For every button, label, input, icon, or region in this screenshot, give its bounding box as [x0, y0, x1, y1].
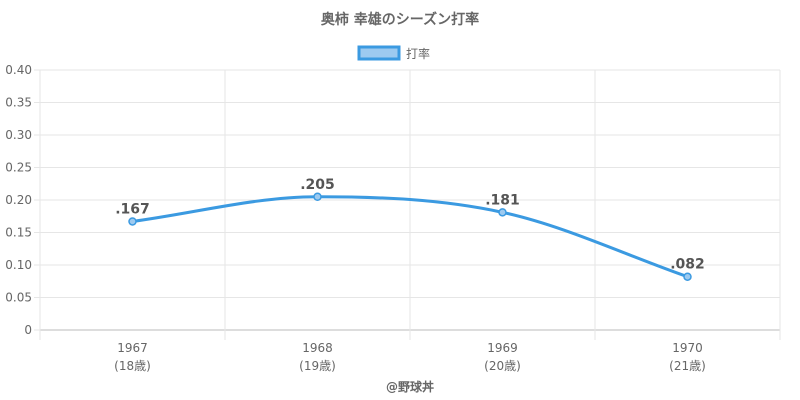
legend-label: 打率: [406, 46, 430, 61]
data-label: .082: [670, 257, 705, 273]
data-point: [128, 217, 137, 226]
x-tick-sublabel: (18歳): [114, 359, 151, 373]
y-tick-label: 0.40: [5, 63, 32, 77]
legend[interactable]: 打率: [357, 45, 430, 61]
x-tick-label: 1967: [117, 341, 148, 355]
y-tick-label: 0.15: [5, 226, 32, 240]
y-tick-label: 0.25: [5, 161, 32, 175]
axes: 0 0.05 0.10 0.15 0.20 0.25 0.30 0.35 0.40 1967 (18…: [5, 63, 706, 373]
y-tick-label: 0.10: [5, 258, 32, 272]
y-tick-label: 0: [24, 323, 32, 337]
data-point: [313, 192, 322, 201]
data-point: [498, 208, 507, 217]
y-tick-label: 0.05: [5, 291, 32, 305]
series-batting-average: [128, 192, 692, 281]
data-label: .181: [485, 192, 520, 208]
data-label: .205: [300, 177, 335, 193]
series-line: [132, 195, 688, 279]
x-tick-sublabel: (19歳): [299, 359, 336, 373]
x-tick-label: 1968: [302, 341, 333, 355]
y-tick-label: 0.30: [5, 128, 32, 142]
data-label: .167: [115, 201, 150, 217]
credit-text: @野球丼: [386, 379, 434, 394]
chart-title: 奥柿 幸雄のシーズン打率: [321, 11, 479, 28]
x-tick-sublabel: (20歳): [484, 359, 521, 373]
x-tick-label: 1970: [672, 341, 703, 355]
y-tick-label: 0.35: [5, 96, 32, 110]
data-labels: .167 .205 .181 .082: [115, 177, 705, 273]
x-tick-sublabel: (21歳): [669, 359, 706, 373]
y-tick-label: 0.20: [5, 193, 32, 207]
data-point: [683, 272, 692, 281]
legend-swatch: [357, 45, 401, 61]
x-tick-label: 1969: [487, 341, 518, 355]
